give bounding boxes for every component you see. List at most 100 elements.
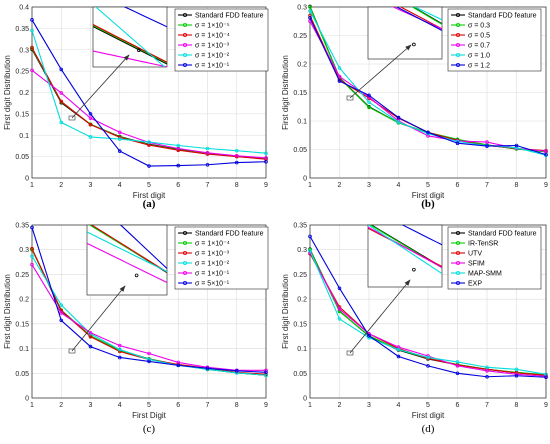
- zoom-series-line: [93, 25, 167, 64]
- data-point: [337, 66, 342, 70]
- data-point: [514, 145, 519, 150]
- data-point: [544, 152, 548, 157]
- legend-box: [447, 8, 542, 72]
- legend-marker: [182, 43, 187, 48]
- y-tick-label: 0: [303, 396, 307, 403]
- data-point: [117, 347, 122, 352]
- y-tick-label: 0.2: [297, 297, 307, 304]
- x-tick-label: 6: [456, 182, 460, 189]
- x-tick-label: 7: [485, 182, 489, 189]
- data-point: [396, 120, 401, 124]
- x-tick-label: 9: [264, 402, 268, 409]
- legend-marker: [455, 43, 460, 48]
- legend-marker: [182, 12, 187, 17]
- data-point: [234, 153, 239, 158]
- data-point: [88, 135, 93, 139]
- zoom-inset-lines: [93, 7, 167, 67]
- legend-label: σ = 1×10⁻¹: [195, 271, 230, 278]
- zoom-inset-frame: [86, 224, 168, 296]
- y-tick-label: 0.15: [293, 321, 307, 328]
- data-point: [264, 156, 268, 160]
- legend-label: Standard FDD feature: [195, 13, 264, 20]
- zoom-data-point: [134, 273, 139, 278]
- data-point: [426, 130, 430, 135]
- data-point: [455, 364, 460, 368]
- chart-panel-c: 1 2 3 4 5 6 7 8 9 0 0.05 0.1 0.15 0.2 0.25 0.3 0.35 First…: [3, 223, 269, 435]
- zoom-source-box: [68, 115, 76, 121]
- y-tick-label: 0.1: [19, 346, 29, 353]
- series-line: [31, 30, 267, 154]
- data-point: [264, 151, 268, 156]
- data-point: [514, 143, 519, 148]
- x-tick-label: 1: [30, 182, 34, 189]
- x-tick-label: 2: [59, 402, 63, 409]
- data-point: [88, 116, 93, 120]
- data-point: [234, 369, 239, 373]
- legend-box: [174, 8, 269, 72]
- x-tick-label: 6: [176, 182, 180, 189]
- zoom-arrow: [349, 279, 411, 354]
- x-tick-label: 1: [308, 402, 312, 409]
- data-point: [367, 93, 371, 98]
- data-point: [367, 100, 371, 104]
- x-axis-label: First digit: [133, 191, 166, 200]
- data-point: [30, 68, 34, 73]
- data-point: [30, 18, 34, 22]
- data-point: [117, 137, 122, 141]
- y-tick-label: 0.15: [15, 321, 29, 328]
- data-point: [455, 360, 460, 364]
- zoom-series-line: [401, 225, 442, 246]
- x-tick-label: 3: [89, 402, 93, 409]
- zoom-series-line: [87, 242, 167, 284]
- y-tick-label: 0.35: [293, 223, 307, 230]
- zoom-arrow: [349, 44, 412, 99]
- zoom-series-line: [93, 24, 167, 63]
- data-point: [147, 359, 151, 364]
- x-tick-label: 1: [308, 182, 312, 189]
- zoom-series-line: [95, 7, 166, 67]
- series-line: [31, 227, 267, 373]
- data-point: [485, 144, 489, 148]
- legend-marker: [182, 240, 187, 245]
- y-tick-label: 0.25: [293, 272, 307, 279]
- data-point: [30, 45, 34, 50]
- legend-marker: [455, 270, 460, 275]
- x-tick-label: 4: [118, 402, 122, 409]
- zoom-arrow: [71, 285, 126, 352]
- x-tick-label: 8: [515, 182, 519, 189]
- legend-label: σ = 1×10⁻²: [195, 261, 230, 268]
- y-tick-label: 0.05: [293, 371, 307, 378]
- data-point: [337, 74, 342, 79]
- y-tick-label: 0.15: [293, 90, 307, 97]
- legend-label: EXP: [468, 281, 482, 288]
- series-line: [31, 264, 266, 371]
- data-point: [30, 225, 34, 230]
- y-tick-label: 0.3: [297, 5, 307, 12]
- data-point: [59, 67, 64, 72]
- legend: Standard FDD feature IR-TenSR UTV SFIM MAP-S…: [447, 226, 542, 290]
- legend-label: σ = 0.3: [468, 23, 490, 30]
- y-axis-label: First digit Distribution: [3, 55, 12, 130]
- data-point: [426, 134, 430, 138]
- data-point: [59, 303, 64, 307]
- data-point: [176, 163, 181, 168]
- data-point: [117, 355, 122, 360]
- data-point: [514, 373, 519, 378]
- data-point: [147, 164, 151, 168]
- legend-label: σ = 0.7: [468, 43, 490, 50]
- series-line: [31, 47, 267, 160]
- legend-label: σ = 1.0: [468, 53, 490, 60]
- data-point: [485, 140, 489, 144]
- x-tick-label: 4: [397, 402, 401, 409]
- legend-box: [447, 226, 542, 290]
- data-point: [264, 370, 268, 375]
- chart-panel-b: 1 2 3 4 5 6 7 8 9 0 0.05 0.1 0.15 0.2 0.25 0.3 First dig…: [281, 5, 548, 211]
- series-line: [31, 19, 267, 167]
- zoom-source-box: [346, 350, 354, 356]
- y-tick-label: 0: [303, 176, 307, 183]
- legend: Standard FDD feature σ = 0.3 σ = 0.5 σ = 0.…: [447, 8, 542, 72]
- panel-caption: (c): [143, 423, 156, 435]
- data-point: [117, 130, 122, 135]
- zoom-source-box: [346, 95, 354, 101]
- zoom-series-line: [395, 7, 442, 31]
